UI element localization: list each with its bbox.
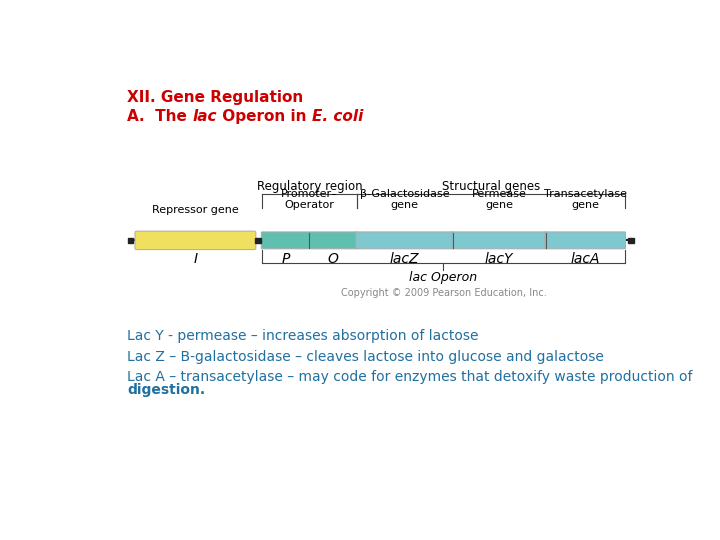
Text: Permease
gene: Permease gene — [472, 189, 526, 211]
Text: P: P — [282, 252, 290, 266]
Text: lac: lac — [192, 109, 217, 124]
Bar — [629, 238, 634, 243]
Text: Promoter–
Operator: Promoter– Operator — [281, 189, 338, 211]
Text: E. coli: E. coli — [312, 109, 363, 124]
Text: Lac A – transacetylase – may code for enzymes that detoxify waste production of: Lac A – transacetylase – may code for en… — [127, 370, 693, 384]
Text: Copyright © 2009 Pearson Education, Inc.: Copyright © 2009 Pearson Education, Inc. — [341, 288, 546, 298]
Text: lacZ: lacZ — [390, 252, 419, 266]
Text: A.  The: A. The — [127, 109, 192, 124]
Text: I: I — [194, 252, 197, 266]
FancyBboxPatch shape — [452, 232, 546, 249]
Text: β-Galactosidase
gene: β-Galactosidase gene — [360, 189, 449, 211]
Text: Regulatory region: Regulatory region — [256, 180, 362, 193]
FancyBboxPatch shape — [261, 232, 357, 249]
Text: O: O — [328, 252, 338, 266]
Text: Structural genes: Structural genes — [441, 180, 540, 193]
Text: Lac Y - permease – increases absorption of lactose: Lac Y - permease – increases absorption … — [127, 329, 479, 343]
Text: lac Operon: lac Operon — [410, 271, 477, 284]
Bar — [127, 238, 133, 243]
Text: Lac Z – B-galactosidase – cleaves lactose into glucose and galactose: Lac Z – B-galactosidase – cleaves lactos… — [127, 350, 604, 364]
FancyBboxPatch shape — [545, 232, 626, 249]
Text: XII. Gene Regulation: XII. Gene Regulation — [127, 90, 303, 105]
Bar — [255, 238, 261, 243]
Text: Transacetylase
gene: Transacetylase gene — [544, 189, 626, 211]
Text: lacY: lacY — [485, 252, 513, 266]
Text: Repressor gene: Repressor gene — [152, 205, 239, 215]
Text: digestion.: digestion. — [127, 383, 205, 397]
FancyBboxPatch shape — [135, 231, 256, 249]
Text: Operon in: Operon in — [217, 109, 312, 124]
FancyBboxPatch shape — [356, 232, 454, 249]
Text: lacA: lacA — [570, 252, 600, 266]
